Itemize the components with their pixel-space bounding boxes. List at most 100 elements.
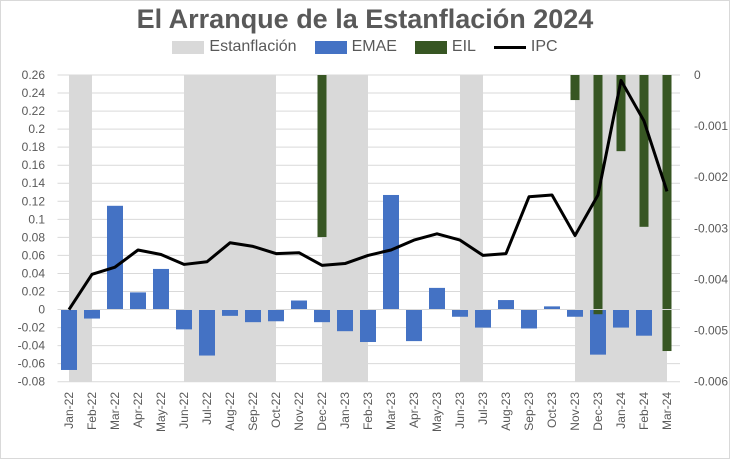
emae-bar: [429, 287, 445, 310]
left-axis-tick-label: 0.02: [22, 284, 46, 298]
emae-bar: [314, 309, 330, 323]
right-axis-tick-label: -0.002: [694, 170, 728, 184]
emae-bar: [452, 309, 468, 317]
legend-label: IPC: [530, 38, 558, 55]
legend-swatch: [493, 45, 526, 49]
estanflacion-shade: [345, 75, 368, 382]
estanflacion-shade: [575, 75, 598, 382]
legend-swatch: [314, 40, 347, 54]
x-axis-tick-label: Aug-22: [223, 392, 237, 431]
x-axis-tick-label: Jun-23: [453, 392, 467, 429]
x-axis-tick-label: Aug-23: [499, 392, 513, 431]
left-axis-tick-label: 0.08: [22, 230, 46, 244]
emae-bar: [291, 300, 307, 310]
left-axis-tick-label: 0.26: [22, 68, 46, 82]
legend-item-emae: EMAE: [314, 38, 397, 56]
left-axis-tick-label: -0.04: [18, 339, 46, 353]
x-axis-tick-label: Mar-24: [660, 392, 674, 430]
estanflacion-shade: [207, 75, 230, 382]
emae-bar: [153, 268, 169, 310]
eil-bar: [616, 75, 626, 152]
left-axis-tick-label: 0: [38, 303, 45, 317]
left-axis-tick-label: -0.08: [18, 375, 46, 389]
x-axis-tick-label: Apr-22: [131, 392, 145, 428]
estanflacion-shade: [184, 75, 207, 382]
x-axis-tick-label: Sep-22: [246, 392, 260, 431]
emae-bar: [199, 309, 215, 356]
x-axis-tick-label: Jan-22: [62, 392, 76, 429]
estanflacion-shade: [253, 75, 276, 382]
emae-bar: [636, 309, 652, 336]
estanflacion-shade: [69, 75, 92, 382]
emae-bar: [498, 300, 514, 310]
x-axis-tick-label: Oct-22: [269, 392, 283, 428]
legend-item-eil: EIL: [414, 38, 476, 56]
left-axis-tick-label: 0.2: [28, 122, 45, 136]
x-axis-tick-label: Jul-22: [200, 392, 214, 425]
emae-bar: [590, 309, 606, 355]
left-axis-tick-label: 0.06: [22, 248, 46, 262]
left-axis-tick-label: 0.16: [22, 158, 46, 172]
legend-label: EMAE: [351, 38, 397, 55]
legend-label: Estanflación: [209, 38, 297, 55]
emae-bar: [360, 309, 376, 343]
estanflacion-shade: [621, 75, 644, 382]
left-axis-tick-label: 0.04: [22, 266, 46, 280]
emae-bar: [475, 309, 491, 328]
left-axis-tick-label: -0.06: [18, 357, 46, 371]
estanflacion-shade: [460, 75, 483, 382]
x-axis-tick-label: Jun-22: [177, 392, 191, 429]
x-axis-tick-label: Feb-24: [637, 392, 651, 430]
x-axis-tick-label: Feb-23: [361, 392, 375, 430]
emae-bar: [107, 205, 123, 310]
left-axis-tick-label: 0.1: [28, 212, 45, 226]
emae-bar: [521, 309, 537, 329]
eil-bar: [662, 75, 672, 352]
emae-bar: [176, 309, 192, 330]
right-axis-tick-label: -0.003: [694, 221, 728, 235]
left-axis-tick-label: -0.02: [18, 321, 46, 335]
emae-bar: [383, 194, 399, 310]
right-axis-tick-label: -0.004: [694, 272, 728, 286]
estanflacion-shade: [598, 75, 621, 382]
chart-title: El Arranque de la Estanflación 2024: [136, 4, 594, 34]
emae-bar: [567, 309, 583, 317]
left-axis-tick-label: 0.22: [22, 104, 46, 118]
x-axis-tick-label: Nov-22: [292, 392, 306, 431]
right-axis-tick-label: 0: [694, 68, 701, 82]
x-axis-tick-label: Mar-23: [384, 392, 398, 430]
x-axis-tick-label: Oct-23: [545, 392, 559, 428]
emae-bar: [84, 309, 100, 319]
estanflacion-shade: [644, 75, 667, 382]
legend-item-estanflacion: Estanflación: [172, 38, 297, 56]
estanflacion-shade: [230, 75, 253, 382]
eil-bar: [570, 75, 580, 101]
legend-swatch: [414, 40, 447, 54]
right-axis-tick-label: -0.001: [694, 119, 728, 133]
x-axis-tick-label: Apr-23: [407, 392, 421, 428]
ipc-line: [67, 78, 669, 311]
emae-bar: [245, 309, 261, 323]
emae-bar: [222, 309, 238, 316]
emae-bar: [406, 309, 422, 342]
x-axis-tick-label: Dec-22: [315, 392, 329, 431]
x-axis-tick-label: Dec-23: [591, 392, 605, 431]
emae-bar: [337, 309, 353, 332]
emae-bar: [613, 309, 629, 328]
x-axis-tick-label: Sep-23: [522, 392, 536, 431]
x-axis-tick-label: Jan-23: [338, 392, 352, 429]
x-axis-tick-label: May-22: [154, 392, 168, 432]
eil-bar: [639, 75, 649, 227]
x-axis-tick-label: Jan-24: [614, 392, 628, 429]
right-axis-tick-label: -0.005: [694, 324, 728, 338]
legend-swatch: [172, 40, 205, 54]
left-axis-tick-label: 0.14: [22, 176, 46, 190]
eil-bar: [317, 75, 327, 238]
emae-bar: [268, 309, 284, 322]
legend-item-ipc: IPC: [493, 38, 558, 56]
left-axis-tick-label: 0.24: [22, 86, 46, 100]
left-axis-tick-label: 0.18: [22, 140, 46, 154]
estanflacion-shade: [322, 75, 345, 382]
x-axis-tick-label: Jul-23: [476, 392, 490, 425]
